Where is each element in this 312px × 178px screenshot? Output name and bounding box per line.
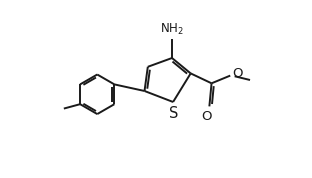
Text: O: O bbox=[202, 110, 212, 123]
Text: NH$_2$: NH$_2$ bbox=[160, 22, 184, 37]
Text: O: O bbox=[232, 67, 242, 80]
Text: S: S bbox=[169, 106, 178, 121]
